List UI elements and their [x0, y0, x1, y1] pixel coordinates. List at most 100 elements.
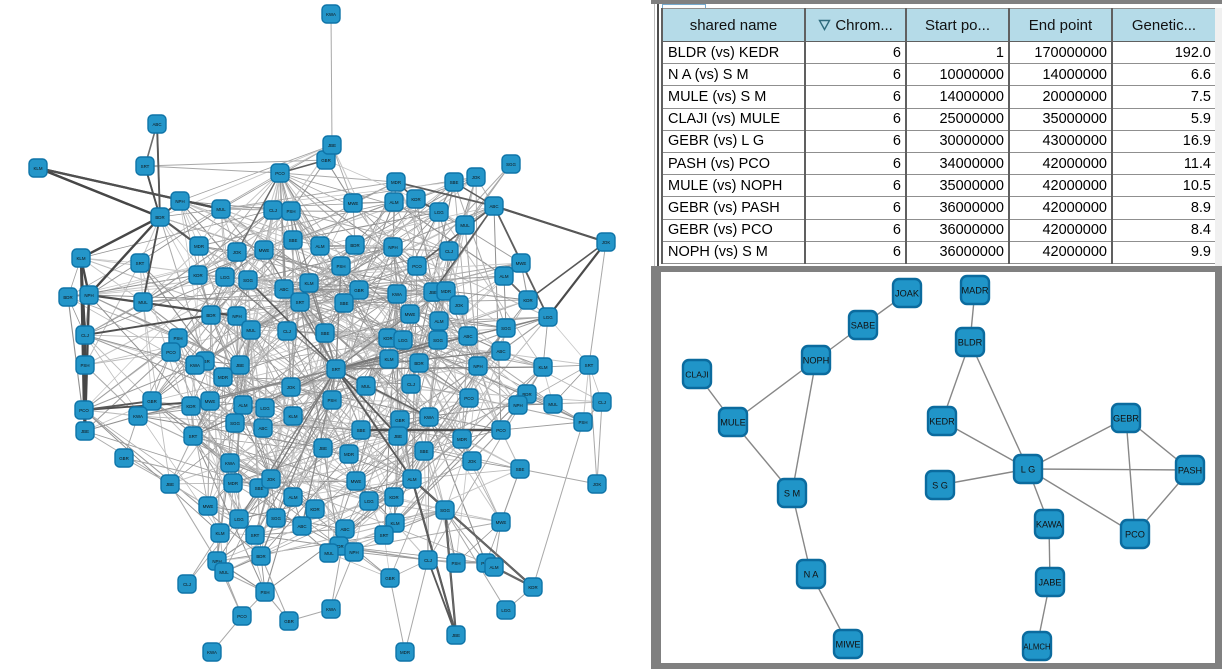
svg-text:S M: S M	[784, 489, 800, 499]
svg-text:CLJ: CLJ	[407, 382, 415, 387]
svg-text:SRT: SRT	[296, 300, 305, 305]
svg-text:KDR: KDR	[383, 336, 392, 341]
svg-text:JBE: JBE	[236, 363, 244, 368]
svg-text:GBR: GBR	[284, 619, 294, 624]
svg-text:BDR: BDR	[414, 361, 423, 366]
svg-text:MIWE: MIWE	[835, 640, 860, 650]
svg-text:KWA: KWA	[326, 12, 336, 17]
svg-text:PSH: PSH	[451, 561, 460, 566]
svg-text:NPH: NPH	[388, 245, 397, 250]
svg-text:NPH: NPH	[232, 314, 241, 319]
svg-text:KWA: KWA	[225, 461, 235, 466]
svg-text:JBE: JBE	[328, 143, 336, 148]
svg-text:SGG: SGG	[243, 278, 253, 283]
svg-text:ALM: ALM	[434, 319, 443, 324]
svg-text:N A: N A	[804, 570, 820, 580]
svg-text:SGG: SGG	[271, 516, 281, 521]
svg-text:SRT: SRT	[380, 533, 389, 538]
svg-text:GEBR: GEBR	[1113, 414, 1139, 424]
svg-text:KLM: KLM	[304, 281, 313, 286]
svg-text:MUL: MUL	[216, 207, 226, 212]
svg-text:SBE: SBE	[516, 467, 525, 472]
svg-text:ABC: ABC	[152, 122, 161, 127]
svg-text:KLM: KLM	[538, 365, 547, 370]
svg-text:MUL: MUL	[138, 300, 148, 305]
svg-text:MDR: MDR	[218, 375, 228, 380]
svg-text:ALMCH: ALMCH	[1023, 643, 1050, 652]
svg-text:KLM: KLM	[215, 531, 224, 536]
svg-text:KWA: KWA	[326, 607, 336, 612]
svg-text:SGG: SGG	[440, 508, 450, 513]
svg-text:ABC: ABC	[279, 287, 288, 292]
svg-text:LGG: LGG	[260, 406, 270, 411]
svg-text:SBE: SBE	[255, 486, 264, 491]
svg-text:SRT: SRT	[251, 533, 260, 538]
svg-text:BDR: BDR	[63, 295, 72, 300]
svg-text:GBR: GBR	[395, 418, 405, 423]
svg-text:MWE: MWE	[405, 312, 416, 317]
svg-text:GBR: GBR	[321, 158, 331, 163]
svg-text:NPH: NPH	[473, 364, 482, 369]
svg-text:LGG: LGG	[501, 608, 511, 613]
svg-text:PSH: PSH	[260, 590, 269, 595]
svg-text:SGG: SGG	[506, 162, 516, 167]
svg-text:ABC: ABC	[496, 349, 505, 354]
svg-text:ABC: ABC	[297, 524, 306, 529]
svg-text:KLM: KLM	[76, 256, 85, 261]
svg-text:MWE: MWE	[351, 479, 362, 484]
svg-text:SRT: SRT	[332, 367, 341, 372]
svg-text:MUL: MUL	[548, 402, 558, 407]
svg-text:GBR: GBR	[354, 288, 364, 293]
svg-text:JOK: JOK	[233, 250, 242, 255]
svg-text:JOK: JOK	[593, 482, 602, 487]
svg-text:PSH: PSH	[173, 336, 182, 341]
svg-text:LGG: LGG	[234, 517, 244, 522]
svg-text:SGG: SGG	[501, 326, 511, 331]
svg-text:LGG: LGG	[220, 275, 230, 280]
svg-text:JBE: JBE	[429, 290, 437, 295]
svg-text:MDR: MDR	[441, 289, 451, 294]
svg-text:KAWA: KAWA	[1036, 520, 1063, 530]
svg-text:ALM: ALM	[499, 274, 508, 279]
svg-text:JOK: JOK	[468, 459, 477, 464]
svg-text:SBE: SBE	[357, 428, 366, 433]
svg-text:JOK: JOK	[472, 175, 481, 180]
svg-text:LGG: LGG	[543, 315, 553, 320]
svg-text:SBE: SBE	[420, 449, 429, 454]
svg-text:CLJ: CLJ	[269, 208, 277, 213]
svg-text:MDR: MDR	[457, 437, 467, 442]
svg-text:S G: S G	[932, 481, 948, 491]
svg-text:JBE: JBE	[452, 633, 460, 638]
svg-text:KLM: KLM	[33, 166, 42, 171]
svg-text:GBR: GBR	[147, 399, 157, 404]
svg-text:MUL: MUL	[324, 551, 334, 556]
svg-text:KWA: KWA	[133, 414, 143, 419]
svg-text:KEDR: KEDR	[929, 417, 955, 427]
svg-text:SGG: SGG	[230, 421, 240, 426]
svg-text:NPH: NPH	[513, 403, 522, 408]
svg-text:JOAK: JOAK	[895, 289, 920, 299]
svg-text:CLAJI: CLAJI	[685, 370, 708, 380]
svg-text:CLJ: CLJ	[598, 400, 606, 405]
svg-text:SBE: SBE	[321, 331, 330, 336]
svg-text:SBE: SBE	[289, 238, 298, 243]
svg-text:BDR: BDR	[155, 215, 164, 220]
svg-text:BLDR: BLDR	[958, 338, 983, 348]
svg-text:JBE: JBE	[166, 482, 174, 487]
svg-text:MUL: MUL	[361, 384, 371, 389]
svg-text:MUL: MUL	[219, 570, 229, 575]
svg-text:MADR: MADR	[961, 286, 988, 296]
svg-text:LGG: LGG	[434, 210, 444, 215]
svg-text:ABC: ABC	[258, 426, 267, 431]
svg-text:SBE: SBE	[340, 301, 349, 306]
svg-text:KDR: KDR	[528, 585, 537, 590]
svg-text:GBR: GBR	[385, 576, 395, 581]
svg-text:MUL: MUL	[246, 328, 256, 333]
svg-text:JOK: JOK	[287, 385, 296, 390]
svg-text:PASH: PASH	[1178, 466, 1202, 476]
svg-text:NPH: NPH	[84, 293, 93, 298]
svg-text:MWE: MWE	[348, 201, 359, 206]
svg-text:PCO: PCO	[79, 408, 89, 413]
svg-text:KDR: KDR	[193, 273, 202, 278]
svg-text:PCO: PCO	[496, 428, 506, 433]
